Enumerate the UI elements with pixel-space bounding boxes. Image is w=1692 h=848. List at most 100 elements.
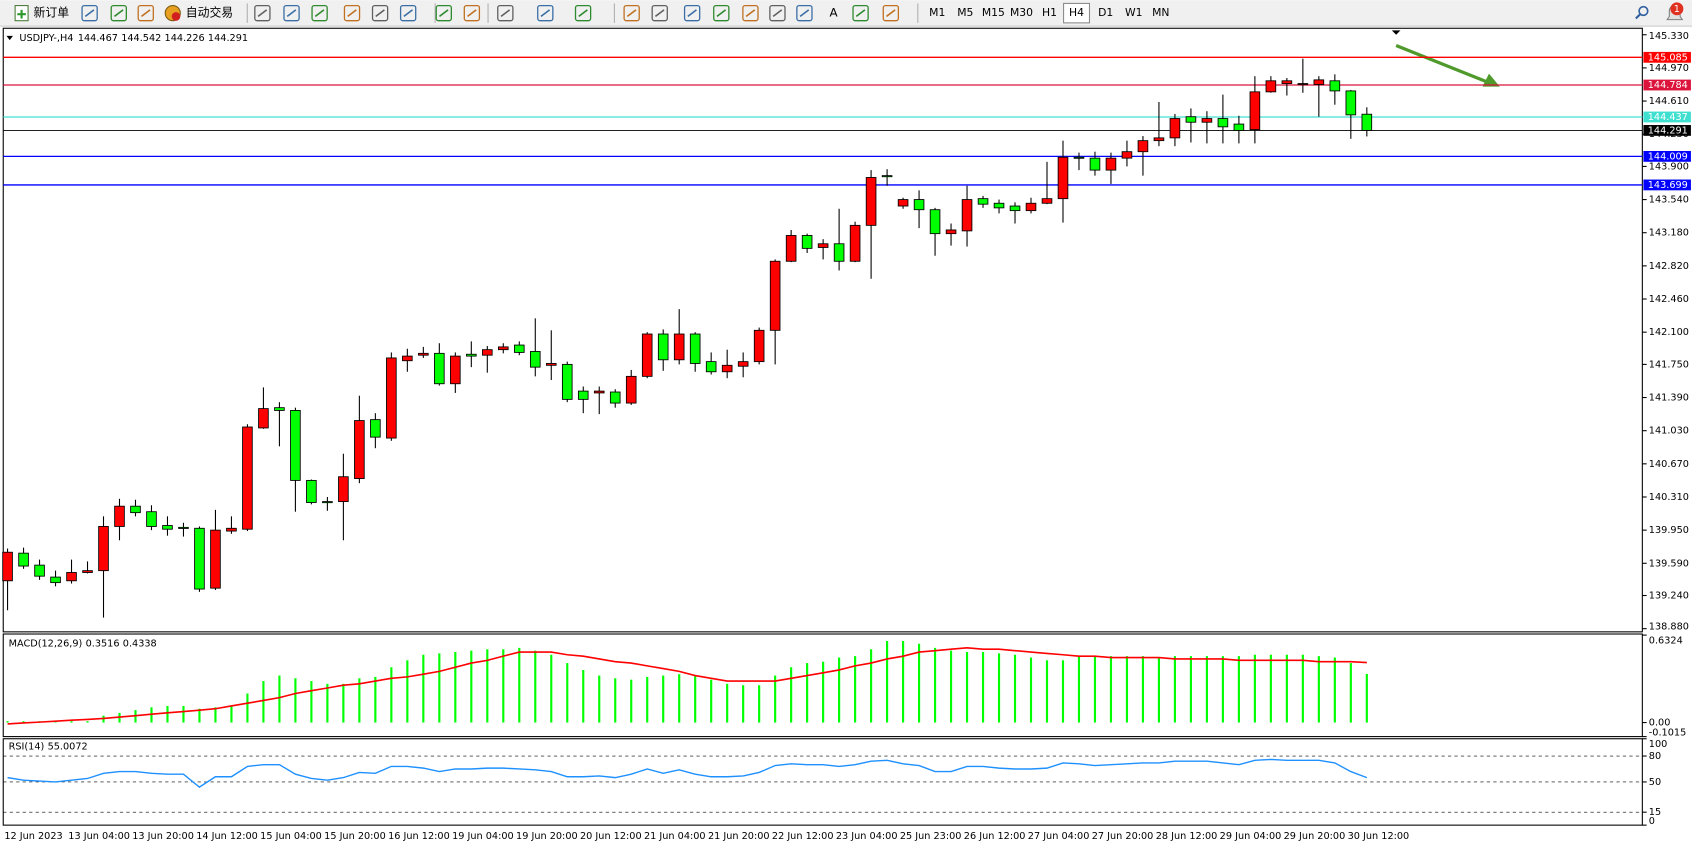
candle-body [434,352,445,385]
timeframe-button[interactable]: H4 [1063,2,1091,24]
candle-body [1281,80,1293,84]
tool-icon [497,4,514,22]
x-tick-label: 12 Jun 2023 [4,831,62,842]
tool-icon [713,4,730,22]
candle-body [466,353,477,357]
timeframe-button[interactable]: M1 [929,6,945,19]
candle-body [641,333,653,377]
tool-button[interactable] [435,4,452,22]
tool-glyph [687,9,697,18]
candle-body [306,479,317,503]
timeframe-button[interactable]: H1 [1042,6,1057,19]
candle-body [1361,113,1373,131]
candle-body [513,344,525,353]
tool-button[interactable] [463,4,481,22]
tool-button[interactable] [796,4,813,22]
level-tag [1643,150,1691,162]
tool-button[interactable] [399,4,417,22]
x-tick-label: 21 Jun 20:00 [708,831,770,842]
toolbar-bg [0,0,1692,27]
tool-button[interactable] [497,4,514,22]
search-handle [1635,13,1641,20]
tool-icon [769,4,786,22]
tool-button[interactable] [623,4,640,22]
timeframe-button[interactable]: M30 [1010,6,1033,19]
tool-button[interactable] [283,4,300,22]
tool-icon [882,4,900,22]
timeframe-button[interactable]: M15 [982,6,1005,19]
candle-body [338,476,349,503]
candle-body [817,243,829,248]
text-tool[interactable]: A [830,6,839,20]
tool-button[interactable] [371,4,389,22]
timeframe-label: M30 [1010,6,1033,19]
tool-button[interactable] [742,4,759,22]
tool-button[interactable] [882,4,900,22]
tool-button[interactable] [81,4,98,22]
timeframe-label: H1 [1042,6,1057,19]
y-tick-label: 0.6324 [1649,635,1683,646]
timeframe-bar: M1 M5 M15 M30 H1 H4 D1 W1 MN [929,2,1169,24]
tool-glyph [113,9,124,18]
x-tick-label: 20 Jun 12:00 [580,831,642,842]
x-tick-label: 13 Jun 04:00 [68,831,130,842]
tool-glyph [467,9,477,18]
candle-body [961,199,973,232]
bid-tag [1643,125,1691,136]
new-order-button[interactable]: 新订单 [14,5,69,22]
timeframe-button[interactable]: MN [1152,6,1169,19]
timeframe-label: H4 [1069,6,1084,19]
tool-button[interactable] [311,4,328,22]
candle-body [1329,80,1341,92]
tool-button[interactable] [683,4,701,22]
y-tick-label: 0.00 [1649,718,1671,729]
tool-button[interactable] [713,4,730,22]
timeframe-button[interactable]: M5 [957,6,973,19]
tool-button[interactable] [852,4,869,22]
timeframe-button[interactable]: W1 [1125,6,1143,19]
shift-marker [1391,30,1401,35]
rsi-value: 55.0072 [48,741,88,752]
candle-body [114,505,125,527]
candle-body [402,355,413,362]
tool-button[interactable] [137,4,154,22]
candle-body [242,426,253,530]
level-tag [1643,111,1691,123]
main-panel: USDJPY-,H4 144.467 144.542 144.226 144.291 [2,27,1643,633]
candle-body [1137,140,1149,153]
tool-button[interactable] [537,4,554,22]
x-tick-label: 22 Jun 12:00 [772,831,834,842]
x-tick-label: 13 Jun 20:00 [132,831,194,842]
notifications[interactable]: 1 [1666,2,1684,21]
tool-button[interactable] [651,4,668,22]
candle-body [498,346,509,351]
tool-button[interactable] [769,4,786,22]
level-tag [1643,79,1691,91]
y-tick-label: 50 [1649,777,1661,788]
tool-icon [137,4,154,22]
tool-glyph [886,9,896,18]
candle-body [529,351,541,368]
tool-button[interactable] [343,4,361,22]
y-tick-label: 143.900 [1649,161,1689,172]
tool-glyph [772,9,783,18]
timeframe-label: D1 [1098,6,1113,19]
auto-trading-stop [171,12,181,21]
tool-button[interactable] [110,4,127,22]
x-tick-label: 14 Jun 12:00 [196,831,258,842]
tool-glyph [540,9,551,18]
search-button[interactable] [1635,5,1649,20]
new-order-label: 新订单 [33,6,69,20]
timeframe-button[interactable]: D1 [1098,6,1113,19]
arrow-line [1395,44,1489,84]
auto-trading-button[interactable]: 自动交易 [164,5,233,22]
tool-button[interactable] [574,4,592,22]
tool-glyph [716,9,727,18]
candle-body [130,505,141,514]
tool-glyph [855,9,866,18]
candle-body [1313,79,1325,85]
tool-icon [110,4,127,22]
tool-button[interactable] [254,4,271,22]
y-tick-label: 140.310 [1649,492,1689,503]
